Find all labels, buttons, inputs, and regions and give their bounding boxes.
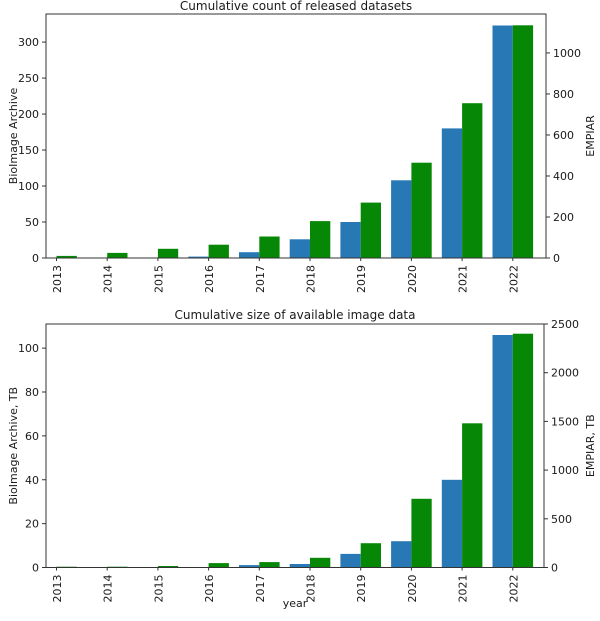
left-tick-label: 20: [25, 518, 39, 531]
bar-empiar-2021: [462, 103, 483, 258]
right-tick-label: 1000: [551, 464, 579, 477]
right-tick-label: 0: [553, 252, 560, 265]
bar-bioimage-archive-2016: [188, 256, 209, 258]
bar-empiar-tb-2019: [360, 543, 381, 568]
right-tick-label: 500: [551, 513, 572, 526]
x-tick-label: 2022: [507, 265, 520, 293]
chart-cumulative-count: Cumulative count of released datasets 0 50…: [7, 0, 597, 293]
right-tick-label: 400: [553, 170, 574, 183]
left-axis-label: BioImage Archive, TB: [7, 387, 20, 505]
x-tick-label: 2019: [355, 575, 368, 603]
chart-title: Cumulative count of released datasets: [180, 0, 412, 13]
left-axis-label: BioImage Archive: [7, 88, 20, 185]
x-tick-label: 2018: [305, 575, 318, 603]
chart-title: Cumulative size of available image data: [175, 308, 416, 322]
plot-frame: [45, 323, 545, 568]
bar-bioimage-archive-2020: [391, 180, 412, 258]
left-tick-label: 100: [18, 342, 39, 355]
x-tick-label: 2018: [305, 265, 318, 293]
x-tick-label: 2020: [406, 575, 419, 603]
bar-bioimage-archive-tb-2021: [441, 479, 463, 568]
bar-bioimage-archive-tb-2020: [391, 541, 412, 568]
left-tick-label: 40: [25, 474, 39, 487]
bar-bioimage-archive-2021: [441, 128, 463, 258]
left-tick-label: 0: [32, 252, 39, 265]
bar-bioimage-archive-2022: [492, 25, 513, 258]
bar-bioimage-archive-2017: [239, 252, 260, 258]
x-tick-label: 2013: [51, 575, 64, 603]
left-tick-label: 100: [18, 180, 39, 193]
right-tick-label: 1500: [551, 415, 579, 428]
left-tick-label: 300: [18, 36, 39, 49]
bar-empiar-tb-2020: [411, 498, 432, 568]
bar-bioimage-archive-tb-2022: [492, 335, 513, 568]
x-tick-label: 2022: [507, 575, 520, 603]
bar-empiar-tb-2017: [259, 562, 280, 568]
bar-empiar-2018: [310, 221, 331, 258]
left-tick-label: 150: [18, 144, 39, 157]
left-tick-label: 50: [25, 216, 39, 229]
right-axis-label: EMPIAR: [584, 115, 597, 157]
bar-empiar-tb-2022: [512, 333, 534, 568]
right-tick-label: 1000: [553, 47, 581, 60]
bar-bioimage-archive-tb-2017: [239, 565, 260, 568]
bar-empiar-2013: [56, 255, 77, 258]
x-tick-label: 2015: [152, 265, 165, 293]
right-tick-label: 2500: [551, 318, 579, 331]
bar-empiar-tb-2015: [157, 566, 179, 568]
bar-bioimage-archive-2019: [340, 222, 361, 258]
bar-bioimage-archive-tb-2018: [289, 564, 310, 568]
bar-empiar-tb-2021: [462, 423, 483, 568]
left-tick-label: 0: [32, 562, 39, 575]
bar-empiar-2015: [157, 248, 179, 258]
bar-empiar-2020: [411, 162, 432, 258]
x-tick-label: 2021: [457, 265, 470, 293]
x-tick-label: 2015: [152, 575, 165, 603]
x-tick-label: 2013: [51, 265, 64, 293]
x-tick-label: 2020: [406, 265, 419, 293]
left-tick-label: 80: [25, 386, 39, 399]
x-tick-label: 2016: [203, 265, 216, 293]
right-tick-label: 0: [551, 562, 558, 575]
bar-bioimage-archive-tb-2019: [340, 553, 361, 568]
plot-frame: [45, 13, 547, 259]
x-tick-label: 2017: [254, 575, 267, 603]
left-tick-label: 60: [25, 430, 39, 443]
chart-cumulative-size: Cumulative size of available image data 0…: [7, 308, 597, 610]
right-tick-label: 600: [553, 129, 574, 142]
bar-empiar-2019: [360, 202, 381, 258]
right-tick-label: 2000: [551, 367, 579, 380]
left-tick-label: 200: [18, 108, 39, 121]
bar-empiar-2014: [107, 252, 128, 258]
right-tick-label: 200: [553, 211, 574, 224]
bar-empiar-tb-2016: [208, 563, 229, 568]
bar-empiar-2017: [259, 236, 280, 258]
bar-bioimage-archive-2018: [289, 239, 310, 258]
x-tick-label: 2021: [457, 575, 470, 603]
x-tick-label: 2014: [102, 265, 115, 293]
x-axis-label: year: [283, 597, 308, 610]
x-tick-label: 2017: [254, 265, 267, 293]
bar-empiar-tb-2018: [310, 557, 331, 568]
bar-empiar-2022: [512, 25, 534, 258]
x-tick-label: 2019: [355, 265, 368, 293]
right-tick-label: 800: [553, 88, 574, 101]
bar-empiar-2016: [208, 244, 229, 258]
right-axis-label: EMPIAR, TB: [584, 414, 597, 477]
x-tick-label: 2016: [203, 575, 216, 603]
left-tick-label: 250: [18, 72, 39, 85]
x-tick-label: 2014: [102, 575, 115, 603]
